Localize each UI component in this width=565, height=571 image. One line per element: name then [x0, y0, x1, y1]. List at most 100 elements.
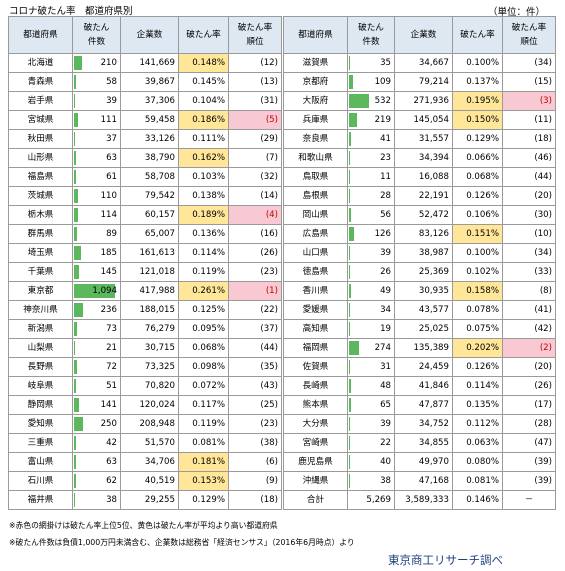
rate-cell: 0.138% [178, 186, 229, 206]
rank-cell: (7) [228, 148, 282, 168]
rank-cell: (25) [228, 395, 282, 415]
count-value: 39 [380, 248, 391, 258]
count-bar [349, 113, 358, 127]
count-cell: 22 [347, 433, 395, 453]
rate-cell: 0.202% [452, 338, 503, 358]
table-row: 石川県 62 40,519 0.153% (9) [8, 471, 282, 491]
table-row: 神奈川県 236 188,015 0.125% (22) [8, 300, 282, 320]
header-count: 破たん 件数 [347, 16, 395, 54]
rank-cell: (16) [228, 224, 282, 244]
header-companies: 企業数 [120, 16, 179, 54]
table-row: 島根県 28 22,191 0.126% (20) [283, 186, 556, 206]
table-row: 広島県 126 83,126 0.151% (10) [283, 224, 556, 244]
rate-cell: 0.150% [452, 110, 503, 130]
count-value: 126 [374, 229, 391, 239]
count-cell: 38 [72, 490, 121, 510]
count-cell: 48 [347, 376, 395, 396]
companies-cell: 34,706 [120, 452, 179, 472]
count-value: 236 [100, 305, 117, 315]
count-bar [74, 455, 77, 469]
count-value: 250 [100, 419, 117, 429]
prefecture-cell: 埼玉県 [8, 243, 73, 263]
rate-cell: 0.104% [178, 91, 229, 111]
rate-cell: 0.135% [452, 395, 503, 415]
rank-cell: (11) [502, 110, 556, 130]
count-cell: 11 [347, 167, 395, 187]
count-cell: 63 [72, 148, 121, 168]
rank-cell: (33) [502, 262, 556, 282]
prefecture-cell: 青森県 [8, 72, 73, 92]
rank-cell: (5) [228, 110, 282, 130]
count-cell: 62 [72, 471, 121, 491]
rank-cell: (38) [228, 433, 282, 453]
count-value: 145 [100, 267, 117, 277]
prefecture-cell: 神奈川県 [8, 300, 73, 320]
rate-cell: 0.081% [452, 471, 503, 491]
left-table-body: 北海道 210 141,669 0.148% (12) 青森県 58 39,867 0.145%… [8, 53, 282, 510]
prefecture-cell: 岩手県 [8, 91, 73, 111]
rank-cell: (17) [502, 395, 556, 415]
header-rank: 破たん率 順位 [502, 16, 556, 54]
prefecture-cell: 徳島県 [283, 262, 348, 282]
right-table: 都道府県 破たん 件数 企業数 破たん率 破たん率 順位 滋賀県 35 34,667 0.… [283, 16, 556, 510]
prefecture-cell: 和歌山県 [283, 148, 348, 168]
companies-cell: 271,936 [394, 91, 453, 111]
count-value: 48 [380, 381, 391, 391]
count-cell: 274 [347, 338, 395, 358]
rate-cell: 0.068% [452, 167, 503, 187]
prefecture-cell: 茨城県 [8, 186, 73, 206]
companies-cell: 38,790 [120, 148, 179, 168]
rank-cell: (20) [502, 186, 556, 206]
companies-cell: 59,458 [120, 110, 179, 130]
companies-cell: 25,369 [394, 262, 453, 282]
count-bar [349, 379, 351, 393]
companies-cell: 135,389 [394, 338, 453, 358]
rank-cell: (10) [502, 224, 556, 244]
count-bar [74, 113, 79, 127]
table-row: 千葉県 145 121,018 0.119% (23) [8, 262, 282, 282]
count-cell: 21 [72, 338, 121, 358]
count-bar [74, 189, 79, 203]
rank-cell: (30) [502, 205, 556, 225]
total-row: 合計 5,269 3,589,333 0.146% － [283, 490, 556, 510]
count-value: 49 [380, 286, 391, 296]
count-bar [74, 493, 76, 507]
companies-cell: 34,394 [394, 148, 453, 168]
rank-cell: (14) [228, 186, 282, 206]
companies-cell: 79,214 [394, 72, 453, 92]
table-row: 東京都 1,094 417,988 0.261% (1) [8, 281, 282, 301]
count-bar [74, 436, 76, 450]
prefecture-cell: 宮崎県 [283, 433, 348, 453]
rank-cell: (15) [502, 72, 556, 92]
rate-cell: 0.181% [178, 452, 229, 472]
count-bar [349, 246, 351, 260]
count-value: 26 [380, 267, 391, 277]
table-row: 香川県 49 30,935 0.158% (8) [283, 281, 556, 301]
table-row: 愛知県 250 208,948 0.119% (23) [8, 414, 282, 434]
table-row: 静岡県 141 120,024 0.117% (25) [8, 395, 282, 415]
rank-cell: (22) [228, 300, 282, 320]
rate-cell: 0.162% [178, 148, 229, 168]
prefecture-cell: 兵庫県 [283, 110, 348, 130]
companies-cell: 188,015 [120, 300, 179, 320]
rank-cell: (32) [228, 167, 282, 187]
count-cell: 72 [72, 357, 121, 377]
companies-cell: 120,024 [120, 395, 179, 415]
rate-cell: 0.078% [452, 300, 503, 320]
rate-cell: 0.072% [178, 376, 229, 396]
rank-cell: (46) [502, 148, 556, 168]
companies-cell: 34,855 [394, 433, 453, 453]
count-value: 114 [100, 210, 117, 220]
header-pref: 都道府県 [283, 16, 348, 54]
count-value: 274 [374, 343, 391, 353]
count-value: 109 [374, 77, 391, 87]
note-source: ※破たん件数は負債1,000万円未満含む、企業数は総務省「経済センサス」（201… [9, 538, 355, 547]
table-row: 新潟県 73 76,279 0.095% (37) [8, 319, 282, 339]
total-rate: 0.146% [452, 490, 503, 510]
count-value: 65 [380, 400, 391, 410]
prefecture-cell: 島根県 [283, 186, 348, 206]
count-cell: 126 [347, 224, 395, 244]
count-cell: 73 [72, 319, 121, 339]
rank-cell: (4) [228, 205, 282, 225]
rank-cell: (18) [502, 129, 556, 149]
